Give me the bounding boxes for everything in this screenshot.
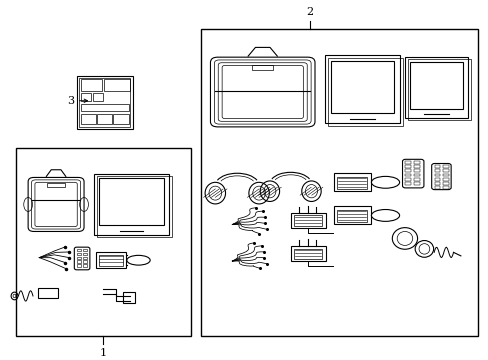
Bar [443,170,448,172]
Bar [38,288,58,298]
Bar [405,165,410,168]
Bar [404,57,467,118]
Bar [99,178,164,225]
Bar [334,173,370,192]
Bar [83,253,87,255]
Bar [434,170,439,172]
Bar [16,148,191,336]
Bar [413,161,419,164]
Bar [434,165,439,168]
Bar [77,76,132,129]
Bar [96,252,126,268]
Text: 3: 3 [67,96,74,106]
Bar [405,178,410,181]
Text: 1: 1 [100,348,107,358]
Bar [405,174,410,176]
Bar [293,248,322,259]
Bar [81,80,102,91]
Bar [293,215,322,226]
Bar [113,114,128,125]
Bar [290,247,325,261]
Bar [413,165,419,168]
Bar [83,249,87,251]
Bar [47,183,65,187]
Bar [77,260,81,263]
Text: 2: 2 [306,7,313,17]
Bar [434,186,439,189]
Bar [97,114,112,125]
Bar [413,178,419,181]
Bar [434,182,439,185]
Bar [81,114,96,125]
Bar [324,55,399,123]
Bar [413,174,419,176]
Bar [104,80,130,91]
Bar [443,178,448,181]
Bar [405,182,410,185]
Bar [290,213,325,228]
Bar [83,264,87,267]
Bar [413,182,419,185]
Bar [79,78,130,127]
Bar [434,174,439,176]
Bar [83,257,87,259]
Bar [93,93,103,102]
Bar [409,62,462,109]
Bar [251,65,273,71]
Bar [94,174,169,235]
Bar [330,60,393,113]
Bar [407,59,470,120]
Bar [83,260,87,263]
Bar [77,257,81,259]
Bar [201,29,477,336]
Bar [77,249,81,251]
Bar [443,174,448,176]
Bar [327,58,403,126]
Bar [434,178,439,181]
Bar [334,206,370,225]
Bar [443,165,448,168]
Bar [77,264,81,267]
Bar [443,186,448,189]
Bar [337,210,366,222]
Bar [97,176,172,237]
Bar [405,170,410,172]
Bar [337,177,366,189]
Bar [405,161,410,164]
Bar [443,182,448,185]
Bar [99,255,122,266]
Bar [122,292,135,303]
Bar [81,93,90,102]
Bar [81,104,128,111]
Bar [77,253,81,255]
Bar [413,170,419,172]
